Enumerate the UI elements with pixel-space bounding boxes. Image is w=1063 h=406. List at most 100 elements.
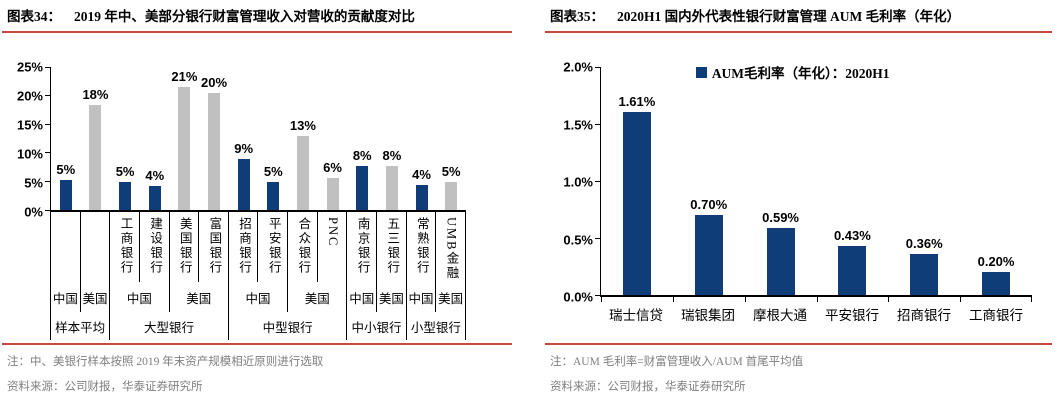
bank-name-label: 招商银行	[237, 217, 252, 276]
bar-slot: 6%	[318, 67, 348, 211]
figure34-plot-area: 5% 18% 5% 4% 21% 20% 9% 5% 13% 6% 8% 8% 4% 5% 工商银行 建设银…	[45, 66, 466, 341]
bar-value-label: 0.43%	[833, 228, 871, 244]
bar-招商银行	[237, 159, 250, 211]
y-axis-tick-mark	[45, 209, 51, 211]
bar-slot: 18%	[81, 67, 111, 211]
bar-slot: 5%	[51, 67, 81, 211]
country-cell: 美国	[170, 282, 229, 313]
bar-value-label: 18%	[82, 86, 109, 102]
figure34-panel: 图表34： 2019 年中、美部分银行财富管理收入对营收的贡献度对比 0% 5% 1…	[2, 6, 512, 404]
bar-slot: 21%	[170, 67, 200, 211]
legend-swatch-icon	[695, 66, 707, 78]
bank-name-label: 工商银行	[118, 217, 133, 276]
figure35-legend: AUM毛利率（年化）：2020H1	[695, 62, 890, 82]
bank-name-cell: PNC	[318, 212, 348, 283]
bar-value-label: 5%	[115, 164, 135, 180]
bar-value-label: 8%	[352, 147, 372, 163]
bar-slot: 4%	[407, 67, 437, 211]
bar-slot: 5%	[436, 67, 466, 211]
figure34-plot: 5% 18% 5% 4% 21% 20% 9% 5% 13% 6% 8% 8% 4% 5%	[45, 66, 466, 213]
bank-name-label: 五三银行	[385, 217, 400, 276]
bank-name-cell: 工商银行	[110, 212, 140, 283]
bar-工商银行	[982, 272, 1011, 296]
bank-name-cell: 南京银行	[347, 212, 378, 283]
bar-平安银行	[838, 246, 867, 296]
figure35-bottom-divider	[545, 343, 1052, 345]
figure35-header: 图表35： 2020H1 国内外代表性银行财富管理 AUM 毛利率（年化）	[545, 6, 1052, 34]
bar-slot: 1.61%	[601, 67, 673, 296]
bank-name-label: UMB金融	[444, 217, 459, 281]
bar-建设银行	[148, 185, 161, 211]
bank-name-cell: 合众银行	[288, 212, 318, 283]
bank-name-cell	[81, 212, 111, 283]
y-axis-tick-mark	[595, 294, 601, 296]
bank-name-cell: 建设银行	[140, 212, 170, 283]
y-axis-tick-mark	[595, 180, 601, 182]
x-axis-tick-mark	[960, 297, 962, 303]
bar-slot: 8%	[377, 67, 407, 211]
figure35-x-axis-labels: 瑞士信贷 瑞银集团 摩根大通 平安银行 招商银行 工商银行	[600, 297, 1032, 324]
bar-南京银行	[356, 165, 369, 211]
y-axis-tick-label: 20%	[16, 88, 43, 104]
x-axis-category-label: 工商银行	[969, 308, 1023, 324]
bar-value-label: 0.59%	[762, 209, 799, 225]
figure34-y-axis-labels: 0% 5% 10% 15% 20% 25%	[2, 60, 50, 220]
bar-五三银行	[385, 165, 398, 211]
bank-name-cell: 美国银行	[170, 212, 200, 283]
bar-PNC	[326, 178, 339, 211]
x-axis-category-label: 瑞士信贷	[609, 308, 663, 324]
bar-value-label: 4%	[412, 167, 431, 183]
country-cell: 中国	[51, 282, 81, 313]
bar-slot: 0.20%	[960, 67, 1032, 296]
group-cell: 大型银行	[110, 312, 229, 341]
group-cell: 中型银行	[229, 312, 348, 341]
y-axis-tick-mark	[45, 95, 51, 97]
y-axis-tick-label: 25%	[16, 59, 43, 75]
bar-slots: 1.61% 0.70% 0.59% 0.43% 0.36% 0.20%	[601, 67, 1032, 296]
figure35-plot-area: AUM毛利率（年化）：2020H1 1.61% 0.70% 0.59% 0.43% 0.…	[595, 66, 1032, 324]
bank-name-cell	[51, 212, 81, 283]
country-cell: 美国	[436, 282, 466, 313]
bar-slot: 4%	[140, 67, 170, 211]
figure34-source: 资料来源：公司财报，华泰证券研究所	[7, 381, 203, 393]
x-axis-category-label: 瑞银集团	[681, 308, 735, 324]
bar-value-label: 20%	[201, 74, 228, 90]
y-axis-tick-mark	[595, 237, 601, 239]
bar-摩根大通	[766, 227, 795, 296]
figure35-legend-label: AUM毛利率（年化）：2020H1	[711, 66, 890, 82]
bank-name-cell: UMB金融	[436, 212, 466, 283]
bank-name-cell: 平安银行	[258, 212, 289, 283]
bar-slot: 9%	[229, 67, 259, 211]
country-cell: 中国	[347, 282, 378, 313]
bar-value-label: 5%	[56, 162, 76, 178]
bar-value-label: 0.70%	[690, 197, 728, 213]
y-axis-tick-label: 0.0%	[563, 289, 593, 305]
bar-value-label: 13%	[289, 118, 316, 134]
group-cell: 样本平均	[51, 312, 111, 341]
bar-value-label: 1.61%	[618, 93, 656, 109]
bank-name-cell: 招商银行	[229, 212, 259, 283]
figure35-chart: 0.0% 0.5% 1.0% 1.5% 2.0% AUM毛利率（年化）：2020H1 1…	[545, 60, 1052, 324]
y-axis-tick-mark	[595, 123, 601, 125]
bar-slot: 0.70%	[673, 67, 745, 296]
bank-name-label: PNC	[325, 217, 340, 248]
bar-合众银行	[296, 136, 309, 211]
figure34-title: 2019 年中、美部分银行财富管理收入对营收的贡献度对比	[74, 9, 415, 24]
bank-name-label: 南京银行	[355, 217, 370, 276]
figure35-tag: 图表35：	[550, 9, 604, 24]
bar-美国	[89, 104, 102, 211]
bar-value-label: 5%	[441, 163, 461, 179]
y-axis-tick-label: 1.5%	[563, 117, 593, 133]
bar-slot: 0.59%	[745, 67, 817, 296]
figure35-y-axis-labels: 0.0% 0.5% 1.0% 1.5% 2.0%	[545, 60, 600, 305]
y-axis-tick-mark	[595, 66, 601, 68]
figure34-tag: 图表34：	[7, 9, 61, 24]
bar-value-label: 0.20%	[977, 254, 1015, 270]
figure35-panel: 图表35： 2020H1 国内外代表性银行财富管理 AUM 毛利率（年化） 0.…	[545, 6, 1052, 404]
x-axis-category-label: 平安银行	[825, 308, 879, 324]
bar-slot: 0.43%	[816, 67, 888, 296]
bar-招商银行	[910, 254, 939, 296]
bank-name-label: 建设银行	[148, 217, 163, 276]
group-cell: 小型银行	[407, 312, 466, 341]
